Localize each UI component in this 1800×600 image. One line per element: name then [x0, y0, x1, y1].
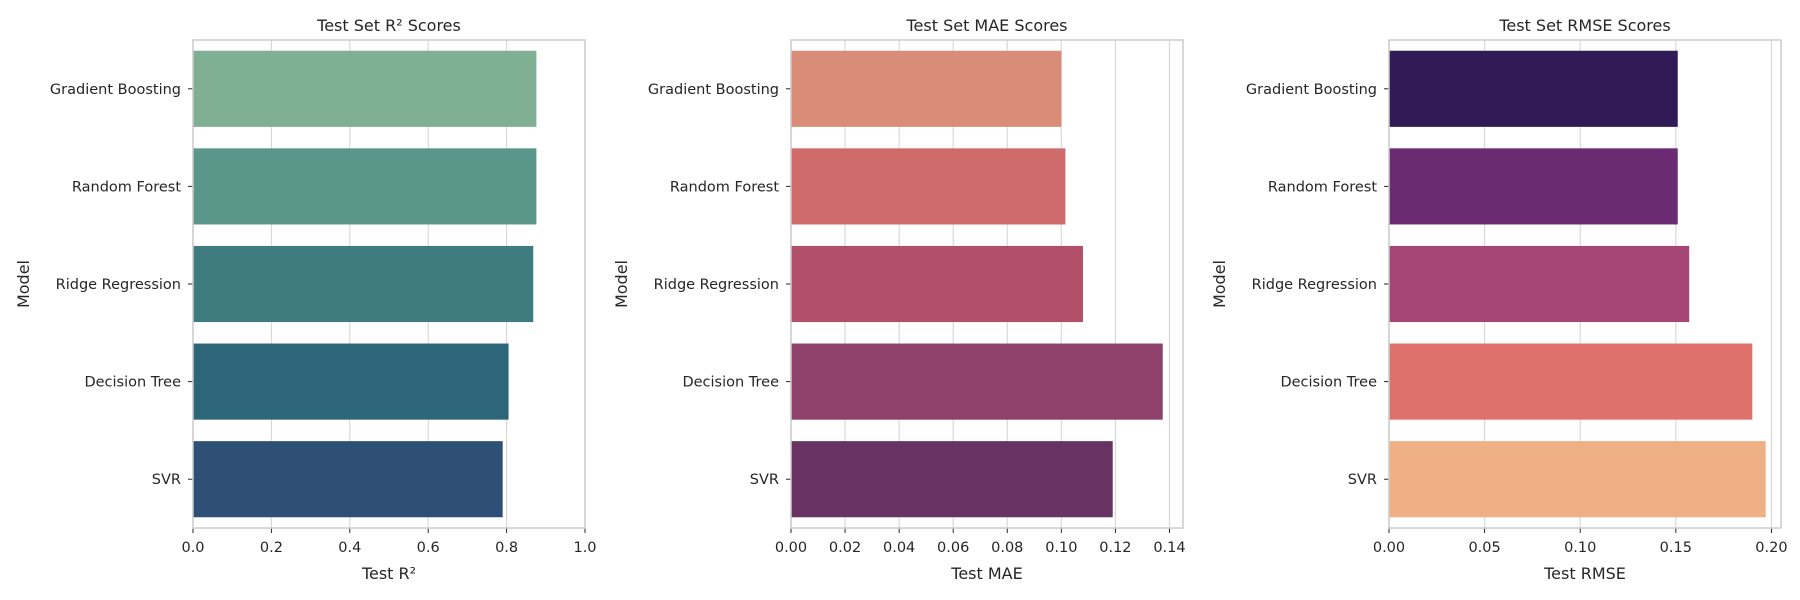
bar-gradient-boosting: [791, 50, 1062, 127]
x-tick-label: 0.02: [829, 540, 861, 556]
category-label: SVR: [750, 472, 779, 488]
x-tick-label: 0.0: [181, 540, 204, 556]
category-label: SVR: [152, 472, 181, 488]
y-axis-label: Model: [612, 260, 631, 308]
category-label: SVR: [1348, 472, 1377, 488]
x-tick-label: 0.00: [1373, 540, 1405, 556]
category-label: Gradient Boosting: [50, 82, 181, 98]
x-tick-label: 0.6: [417, 540, 440, 556]
chart-panel-2: 0.00 0.02 0.04 0.06 0.08 0.10 0.12 0.14 Gradient…: [612, 16, 1186, 583]
bar-decision-tree: [1389, 343, 1753, 420]
x-tick-label: 0.00: [775, 540, 807, 556]
bar-random-forest: [193, 148, 537, 225]
y-axis-label: Model: [1210, 260, 1229, 308]
x-tick-label: 0.4: [338, 540, 361, 556]
x-tick-label: 0.8: [495, 540, 518, 556]
x-tick-label: 0.15: [1660, 540, 1692, 556]
bar-ridge-regression: [1389, 245, 1690, 323]
category-label: Random Forest: [1268, 179, 1377, 195]
bar-ridge-regression: [791, 245, 1083, 323]
category-label: Ridge Regression: [654, 277, 779, 293]
bar-ridge-regression: [193, 245, 534, 323]
bar-random-forest: [791, 148, 1066, 225]
plot-frame: [790, 39, 1184, 529]
x-tick-label: 0.06: [937, 540, 969, 556]
category-label: Random Forest: [72, 179, 181, 195]
bar-svr: [1389, 441, 1766, 518]
chart-title: Test Set RMSE Scores: [1498, 16, 1670, 35]
x-axis-label: Test MAE: [950, 564, 1022, 583]
bar-svr: [193, 441, 503, 518]
chart-title: Test Set R² Scores: [316, 16, 461, 35]
x-axis-label: Test RMSE: [1543, 564, 1626, 583]
plot-frame: [192, 39, 586, 529]
category-label: Decision Tree: [1280, 375, 1377, 391]
x-tick-label: 0.20: [1755, 540, 1787, 556]
bar-gradient-boosting: [1389, 50, 1678, 127]
category-label: Gradient Boosting: [1246, 82, 1377, 98]
category-label: Random Forest: [670, 179, 779, 195]
bar-svr: [791, 441, 1113, 518]
x-tick-label: 0.12: [1099, 540, 1131, 556]
category-label: Ridge Regression: [56, 277, 181, 293]
x-tick-label: 0.04: [883, 540, 915, 556]
bar-random-forest: [1389, 148, 1678, 225]
x-tick-label: 0.10: [1045, 540, 1077, 556]
plot-frame: [1388, 39, 1782, 529]
category-label: Decision Tree: [84, 375, 181, 391]
x-tick-label: 0.14: [1153, 540, 1185, 556]
x-tick-label: 0.05: [1468, 540, 1500, 556]
bar-decision-tree: [791, 343, 1163, 420]
x-tick-label: 0.2: [260, 540, 283, 556]
x-tick-label: 1.0: [573, 540, 596, 556]
x-tick-label: 0.10: [1564, 540, 1596, 556]
bar-decision-tree: [193, 343, 509, 420]
chart-panel-1: 0.0 0.2 0.4 0.6 0.8 1.0 Gradient Boosting Rando…: [14, 16, 597, 583]
bar-gradient-boosting: [193, 50, 537, 127]
x-tick-label: 0.08: [991, 540, 1023, 556]
chart-title: Test Set MAE Scores: [905, 16, 1067, 35]
category-label: Gradient Boosting: [648, 82, 779, 98]
y-axis-label: Model: [14, 260, 33, 308]
x-axis-label: Test R²: [361, 564, 416, 583]
chart-panel-3: 0.00 0.05 0.10 0.15 0.20 Gradient Boosting Ran…: [1210, 16, 1788, 583]
category-label: Decision Tree: [682, 375, 779, 391]
category-label: Ridge Regression: [1252, 277, 1377, 293]
